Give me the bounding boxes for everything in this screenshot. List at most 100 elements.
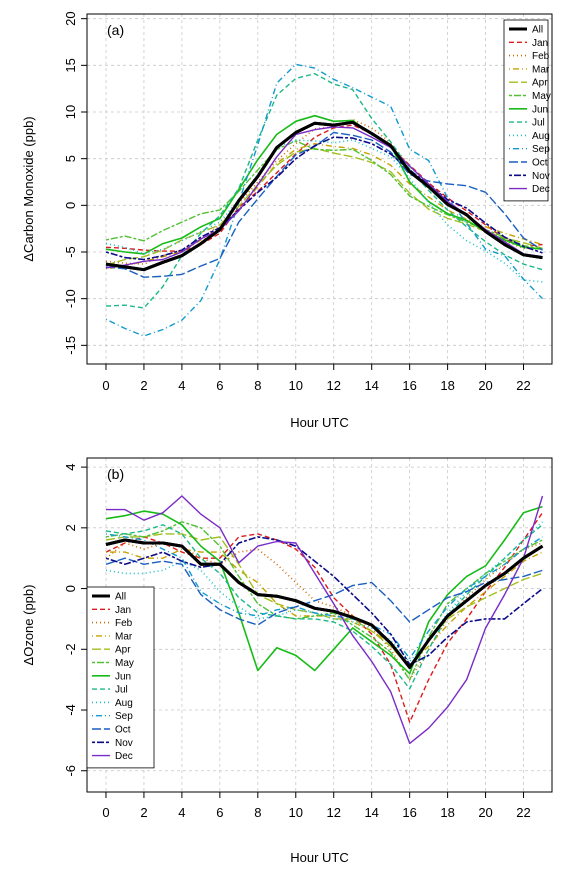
y-tick-label: 2 <box>63 524 78 531</box>
x-tick-label: 12 <box>327 805 341 820</box>
legend-label-oct: Oct <box>115 725 131 736</box>
legend-label-oct: Oct <box>532 158 548 169</box>
legend-label-feb: Feb <box>115 618 133 629</box>
legend-label-may: May <box>532 91 551 102</box>
series-line-all <box>105 538 544 669</box>
x-tick-label: 18 <box>440 378 454 393</box>
chart-panel-b: 0 2 4 6 8 10 12 14 16 18 20 22 -6 -4 -2 0 2 4 Hour UTC ΔOzo… <box>21 457 553 865</box>
x-tick-label: 0 <box>102 805 109 820</box>
legend-label-jan: Jan <box>115 605 131 616</box>
x-tick-label: 6 <box>216 378 223 393</box>
y-tick-label: 15 <box>63 58 78 72</box>
series-line-all-top <box>105 538 544 669</box>
y-axis-title: ΔOzone (ppb) <box>21 585 36 666</box>
legend-label-aug: Aug <box>532 131 550 142</box>
series-line-jan <box>105 512 544 723</box>
x-axis-title: Hour UTC <box>290 415 349 430</box>
y-tick-label: -4 <box>63 704 78 716</box>
y-tick-label: -15 <box>63 336 78 355</box>
series-line-all-top <box>105 120 543 272</box>
x-tick-label: 14 <box>364 805 378 820</box>
legend: All Jan Feb Mar Apr May Jun Jul Aug Sep Oct Nov Dec <box>86 586 155 769</box>
legend-label-nov: Nov <box>532 171 550 182</box>
legend-label-apr: Apr <box>532 78 548 89</box>
y-tick-label: -6 <box>63 765 78 777</box>
plot-frame <box>86 457 553 793</box>
x-tick-label: 22 <box>516 378 530 393</box>
legend-label-aug: Aug <box>115 698 133 709</box>
x-tick-label: 0 <box>102 378 109 393</box>
legend-label-jan: Jan <box>532 38 548 49</box>
legend-label-may: May <box>115 658 134 669</box>
x-tick-label: 2 <box>140 378 147 393</box>
legend-label-mar: Mar <box>532 64 550 75</box>
x-tick-label: 2 <box>140 805 147 820</box>
series-line-sep <box>105 63 544 337</box>
x-tick-label: 8 <box>254 378 261 393</box>
chart-panel-a: 0 2 4 6 8 10 12 14 16 18 20 22 -15 -10 -5 0 5 10 15 20 Hour … <box>21 11 553 430</box>
legend-label-all: All <box>115 592 126 603</box>
series-line-mar <box>106 548 543 666</box>
x-tick-label: 6 <box>216 805 223 820</box>
legend-label-mar: Mar <box>115 631 133 642</box>
y-axis-title: ΔCarbon Monoxide (ppb) <box>21 116 36 261</box>
y-tick-label: 4 <box>63 463 78 470</box>
x-tick-label: 12 <box>327 378 341 393</box>
y-tick-label: -10 <box>63 289 78 308</box>
legend-label-feb: Feb <box>532 51 550 62</box>
x-tick-label: 10 <box>289 805 303 820</box>
x-axis-title: Hour UTC <box>290 850 349 865</box>
legend-label-nov: Nov <box>115 738 133 749</box>
legend-label-sep: Sep <box>115 711 133 722</box>
legend: All Jan Feb Mar Apr May Jun Jul Aug Sep Oct Nov Dec <box>503 19 551 202</box>
series-line-all <box>105 120 543 272</box>
legend-label-dec: Dec <box>115 751 133 762</box>
y-tick-label: 5 <box>63 155 78 162</box>
series-line-jul <box>105 524 543 690</box>
x-tick-label: 14 <box>364 378 378 393</box>
series-line-sep <box>105 533 543 660</box>
x-tick-label: 4 <box>178 378 185 393</box>
plot-frame <box>86 13 553 365</box>
x-tick-label: 18 <box>440 805 454 820</box>
y-tick-label: 0 <box>63 202 78 209</box>
x-tick-label: 10 <box>289 378 303 393</box>
x-tick-label: 20 <box>478 378 492 393</box>
series-line-may <box>105 140 543 250</box>
series-line-oct <box>105 131 543 278</box>
series-line-apr <box>105 147 543 266</box>
series-line-jun <box>105 114 543 255</box>
legend-label-dec: Dec <box>532 184 550 195</box>
x-tick-label: 8 <box>254 805 261 820</box>
series-line-dec <box>106 495 544 745</box>
series-line-jul <box>105 72 543 309</box>
series-line-jan <box>105 124 543 252</box>
y-tick-label: 0 <box>63 585 78 592</box>
series-line-mar <box>105 142 543 270</box>
panel-label: (b) <box>107 466 124 482</box>
legend-label-jun: Jun <box>532 104 548 115</box>
y-tick-label: 10 <box>63 105 78 119</box>
series-line-apr <box>105 533 543 669</box>
legend-label-jul: Jul <box>532 118 545 129</box>
legend-label-jul: Jul <box>115 685 128 696</box>
legend-box <box>86 586 155 769</box>
legend-label-all: All <box>532 25 543 36</box>
legend-label-apr: Apr <box>115 645 131 656</box>
series-line-nov <box>105 136 543 261</box>
series-line-jun <box>105 505 543 675</box>
y-tick-label: 20 <box>63 11 78 25</box>
series-line-nov <box>105 536 543 666</box>
legend-label-sep: Sep <box>532 144 550 155</box>
panel-label: (a) <box>107 22 124 38</box>
y-tick-label: -5 <box>63 246 78 258</box>
legend-box <box>503 19 549 202</box>
legend-label-jun: Jun <box>115 671 131 682</box>
x-tick-label: 20 <box>478 805 492 820</box>
x-tick-label: 16 <box>402 378 416 393</box>
x-tick-label: 4 <box>178 805 185 820</box>
series-line-oct <box>105 557 543 626</box>
x-tick-label: 22 <box>516 805 530 820</box>
